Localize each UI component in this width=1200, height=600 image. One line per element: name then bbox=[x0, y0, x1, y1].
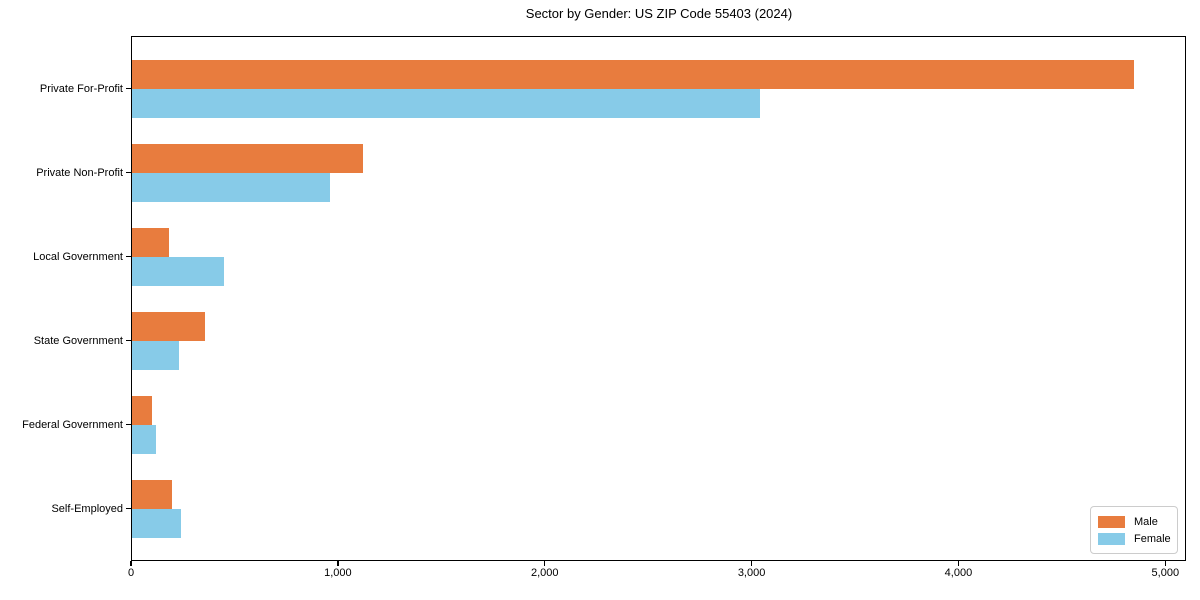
y-tick-mark bbox=[126, 508, 131, 510]
x-tick-mark bbox=[130, 561, 132, 566]
y-tick-mark bbox=[126, 256, 131, 258]
x-tick-label-4-000: 4,000 bbox=[944, 567, 973, 579]
legend-label-female: Female bbox=[1134, 532, 1171, 545]
bar-male-local-government bbox=[131, 228, 169, 257]
x-tick-mark bbox=[544, 561, 546, 566]
legend-label-male: Male bbox=[1134, 515, 1158, 528]
x-tick-mark bbox=[1164, 561, 1166, 566]
chart-title: Sector by Gender: US ZIP Code 55403 (202… bbox=[525, 6, 793, 21]
bar-male-private-for-profit bbox=[131, 60, 1134, 89]
x-tick-mark bbox=[750, 561, 753, 566]
y-tick-label-local-government: Local Government bbox=[33, 251, 123, 263]
y-tick-label-state-government: State Government bbox=[33, 335, 123, 347]
y-tick-mark bbox=[126, 340, 131, 342]
y-tick-label-self-employed: Self-Employed bbox=[51, 503, 123, 515]
bar-female-state-government bbox=[131, 341, 179, 370]
x-tick-label-3-000: 3,000 bbox=[737, 567, 766, 579]
legend-swatch-male bbox=[1098, 515, 1125, 528]
y-tick-mark bbox=[126, 88, 131, 90]
bar-female-self-employed bbox=[131, 509, 181, 538]
legend-item-female: Female bbox=[1098, 530, 1171, 547]
legend: Male Female bbox=[1090, 506, 1178, 554]
bar-male-state-government bbox=[131, 312, 205, 341]
y-tick-label-private-for-profit: Private For-Profit bbox=[39, 83, 123, 95]
y-tick-mark bbox=[126, 172, 131, 174]
bar-female-federal-government bbox=[131, 425, 156, 454]
bar-female-private-for-profit bbox=[131, 89, 760, 118]
y-tick-label-private-non-profit: Private Non-Profit bbox=[36, 167, 123, 179]
x-tick-label-1-000: 1,000 bbox=[324, 567, 352, 579]
x-tick-label-2-000: 2,000 bbox=[530, 567, 559, 579]
legend-swatch-female bbox=[1098, 532, 1125, 545]
bar-female-local-government bbox=[131, 257, 224, 286]
x-tick-mark bbox=[957, 561, 960, 566]
x-tick-label-0: 0 bbox=[127, 567, 135, 579]
bar-male-private-non-profit bbox=[131, 144, 363, 173]
bar-male-self-employed bbox=[131, 480, 172, 509]
x-tick-mark bbox=[337, 561, 339, 566]
plot-area bbox=[131, 36, 1186, 561]
bar-male-federal-government bbox=[131, 396, 152, 425]
y-tick-mark bbox=[126, 424, 131, 426]
legend-item-male: Male bbox=[1098, 513, 1169, 530]
x-tick-label-5-000: 5,000 bbox=[1151, 567, 1180, 579]
bar-female-private-non-profit bbox=[131, 173, 330, 202]
y-tick-label-federal-government: Federal Government bbox=[22, 419, 123, 431]
